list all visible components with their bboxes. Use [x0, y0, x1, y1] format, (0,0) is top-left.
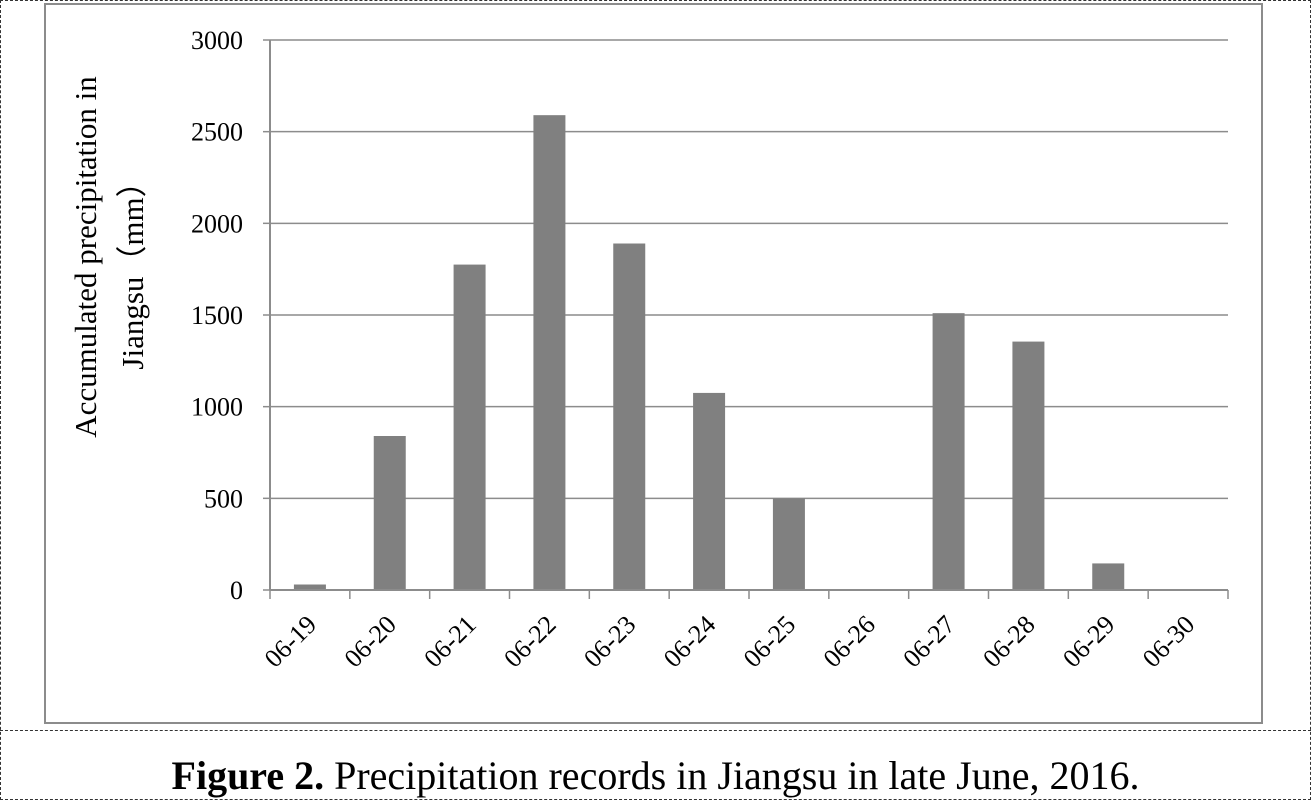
- bar-06-27: [932, 313, 965, 590]
- y-tick-label: 2500: [191, 118, 243, 147]
- caption-text: Precipitation records in Jiangsu in late…: [324, 753, 1140, 798]
- bars: [293, 115, 1125, 591]
- bar-06-25: [772, 498, 805, 590]
- x-tick-labels: 06-19 06-20 06-21 06-22 06-23 06-24 06-25 06-26…: [259, 610, 1201, 673]
- x-tick-label: 06-21: [418, 610, 481, 673]
- x-tick-label: 06-23: [578, 610, 641, 673]
- x-tick-label: 06-25: [738, 610, 801, 673]
- x-tick-label: 06-22: [498, 610, 561, 673]
- bar-06-22: [533, 115, 566, 591]
- x-tick-label: 06-19: [259, 610, 322, 673]
- figure-caption: Figure 2. Precipitation records in Jiang…: [0, 752, 1311, 800]
- x-tick-label: 06-27: [897, 610, 960, 673]
- axes: [263, 39, 1229, 599]
- gridlines: [270, 39, 1228, 500]
- chart-panel: [44, 3, 1263, 724]
- caption-label: Figure 2.: [171, 753, 325, 798]
- bar-06-24: [693, 392, 726, 590]
- bar-06-28: [1012, 341, 1045, 590]
- x-tick-label: 06-30: [1137, 610, 1200, 673]
- x-tick-label: 06-24: [658, 610, 721, 673]
- y-axis-title-line2: Jiangsu（mm）: [115, 166, 150, 369]
- y-tick-label: 1500: [191, 301, 243, 330]
- x-tick-label: 06-20: [339, 610, 402, 673]
- bar-06-29: [1092, 563, 1125, 590]
- y-tick-label: 3000: [191, 26, 243, 55]
- bar-chart: 0 500 1000 1500 2000 2500 3000 06-19 06-20 06-21…: [68, 26, 1229, 673]
- y-tick-labels: 0 500 1000 1500 2000 2500 3000: [191, 26, 243, 605]
- x-tick-label: 06-29: [1057, 610, 1120, 673]
- y-tick-label: 2000: [191, 209, 243, 238]
- bar-06-23: [613, 243, 646, 590]
- x-tick-label: 06-28: [977, 610, 1040, 673]
- y-tick-label: 0: [230, 576, 243, 605]
- frame-divider: [0, 730, 1311, 731]
- x-tick-label: 06-26: [818, 610, 881, 673]
- y-axis-title-line1: Accumulated precipitation in: [68, 76, 103, 438]
- bar-06-21: [453, 264, 486, 590]
- bar-06-20: [373, 436, 406, 590]
- bar-06-19: [293, 584, 326, 590]
- y-tick-label: 1000: [191, 393, 243, 422]
- y-tick-label: 500: [204, 484, 243, 513]
